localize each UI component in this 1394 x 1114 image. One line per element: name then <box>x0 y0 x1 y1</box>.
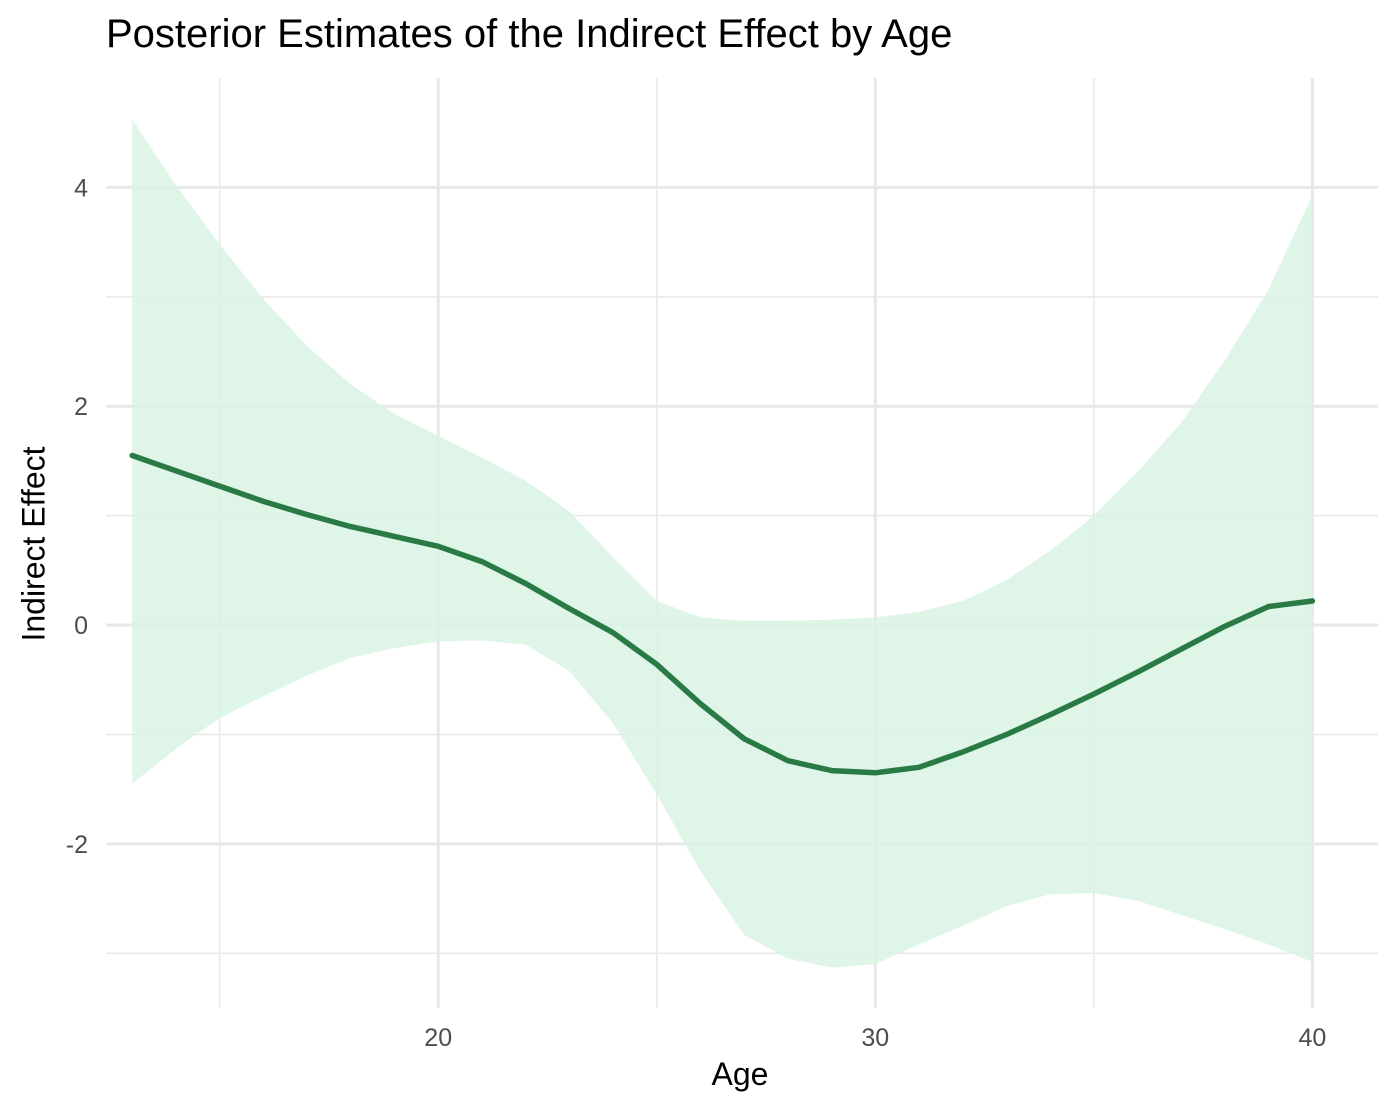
y-tick-label: 0 <box>74 612 88 640</box>
y-tick-label: 2 <box>74 393 88 421</box>
y-tick-label: -2 <box>66 831 88 859</box>
chart-title: Posterior Estimates of the Indirect Effe… <box>106 12 953 56</box>
x-tick-label: 20 <box>424 1024 452 1052</box>
posterior-mean-line <box>129 452 1316 776</box>
x-tick-label: 40 <box>1299 1024 1327 1052</box>
y-axis-title: Indirect Effect <box>15 446 52 642</box>
y-tick-label: 4 <box>74 174 88 202</box>
x-tick-label: 30 <box>861 1024 889 1052</box>
x-axis-title: Age <box>711 1056 769 1092</box>
credible-band <box>132 119 1313 968</box>
